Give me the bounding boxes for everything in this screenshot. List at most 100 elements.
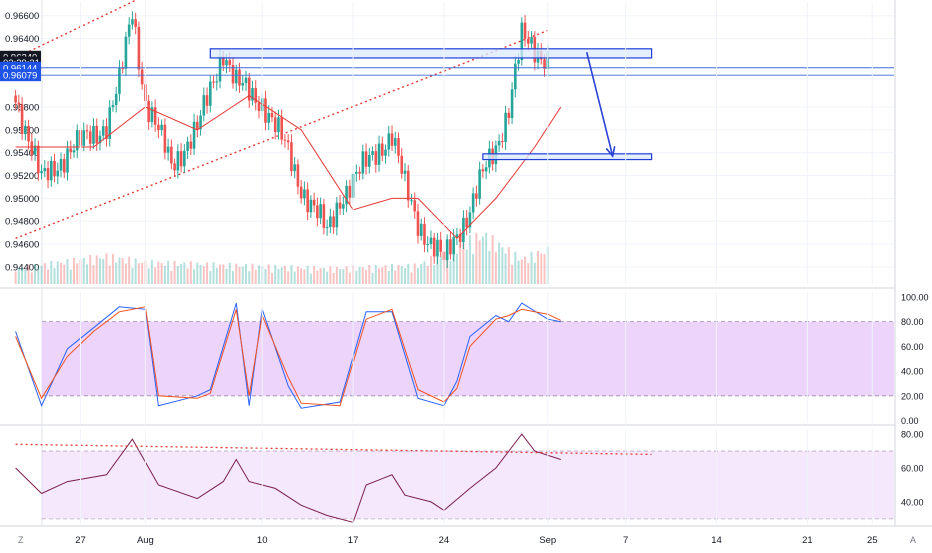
volume-bar — [543, 254, 546, 284]
volume-bar — [491, 235, 494, 284]
volume-bar — [449, 260, 452, 284]
candle-body — [131, 19, 134, 25]
candle-body — [88, 131, 92, 144]
time-axis-label: Sep — [539, 535, 556, 546]
support-zone[interactable] — [482, 153, 653, 161]
volume-bar — [537, 251, 540, 284]
volume-bar — [429, 256, 432, 284]
candle-body — [429, 237, 433, 245]
candle-body — [432, 237, 436, 257]
time-axis[interactable]: 27 Aug 10 17 24 Sep 7 14 21 25 — [75, 2, 878, 546]
projection-arrow[interactable] — [585, 52, 614, 157]
timezone-button[interactable]: Z — [18, 535, 24, 545]
candle-body — [478, 169, 481, 199]
price-label-text: 0.96079 — [3, 71, 37, 82]
candle-body — [471, 193, 475, 213]
candle-body — [497, 141, 501, 146]
candle-body — [481, 169, 485, 172]
stochastic-line-stoch_k[interactable] — [15, 302, 561, 409]
volume-bar — [381, 267, 384, 284]
volume-bar — [66, 258, 69, 284]
candle-body — [319, 204, 322, 219]
volume-bar — [115, 262, 118, 284]
candle-body — [286, 140, 290, 143]
candle-body — [270, 112, 274, 118]
candle-body — [507, 112, 511, 119]
channel-upper-line[interactable] — [15, 0, 159, 59]
volume-bar — [384, 265, 387, 284]
volume-bar — [524, 256, 527, 284]
candle-body — [316, 205, 319, 219]
volume-bar — [274, 264, 277, 284]
volume-bar — [206, 262, 209, 284]
candle-body — [390, 133, 394, 146]
resistance-zone[interactable] — [209, 48, 653, 59]
time-axis-label: 14 — [711, 535, 722, 546]
volume-bar — [313, 266, 316, 284]
volume-bar — [108, 265, 111, 284]
candle-body — [49, 160, 53, 181]
candle-body — [17, 102, 21, 105]
volume-bar — [257, 265, 260, 284]
candle-body — [413, 200, 417, 212]
volume-bar — [137, 263, 140, 284]
candle-body — [127, 24, 131, 37]
stochastic-line-stoch_d[interactable] — [15, 306, 562, 407]
price-axis-label: 0.94800 — [5, 217, 39, 228]
candle-body — [160, 124, 163, 131]
price-axis-label: 0.96600 — [5, 11, 39, 22]
stochastic-axis-label: 80.00 — [901, 317, 924, 327]
price-pane[interactable]: 0.966000.964000.958000.956000.954000.952… — [0, 0, 894, 284]
candle-body — [192, 121, 196, 149]
rsi-pane[interactable]: 80.00 60.00 40.00 — [15, 430, 924, 523]
volume-bar — [397, 264, 400, 284]
candle-body — [37, 145, 40, 174]
candle-body — [183, 151, 186, 167]
volume-bar — [121, 258, 124, 284]
candle-body — [309, 199, 313, 213]
volume-bar — [89, 255, 92, 284]
volume-bar — [514, 251, 517, 284]
volume-bar — [416, 268, 419, 284]
volume-bar — [228, 262, 231, 284]
candle-body — [384, 149, 387, 156]
price-label-box — [0, 69, 41, 82]
candle-body — [264, 98, 267, 123]
volume-bar — [335, 266, 338, 284]
rsi-line[interactable] — [15, 433, 561, 523]
stochastic-pane[interactable]: 100.00 80.00 60.00 40.00 20.00 0.00 — [15, 292, 929, 426]
candle-body — [150, 107, 154, 122]
candle-body — [95, 125, 99, 144]
candle-body — [82, 130, 86, 146]
volume-bar — [193, 269, 196, 284]
volume-bar — [290, 265, 293, 284]
candle-body — [296, 164, 300, 187]
volume-bar — [154, 267, 157, 284]
candle-body — [523, 22, 527, 39]
candle-body — [212, 81, 215, 83]
volume-bar — [150, 259, 153, 284]
volume-bar — [498, 242, 501, 284]
volume-bar — [326, 271, 329, 284]
volume-bar — [465, 249, 468, 284]
volume-bar — [358, 266, 361, 284]
candle-body — [189, 141, 193, 149]
candle-body — [322, 204, 326, 228]
volume-bar — [270, 272, 273, 284]
moving-average-line[interactable] — [15, 95, 562, 240]
candle-body — [303, 189, 306, 199]
volume-bar — [183, 262, 186, 284]
rsi-trendline[interactable] — [15, 443, 652, 456]
auto-scale-button[interactable]: A — [910, 535, 917, 545]
volume-bar — [173, 261, 176, 284]
volume-bar — [219, 264, 222, 284]
volume-bar — [118, 257, 121, 284]
volume-bar — [102, 258, 105, 284]
candle-body — [62, 159, 66, 173]
candle-body — [530, 37, 533, 44]
candle-body — [439, 239, 442, 252]
candle-body — [426, 244, 430, 246]
volume-bar — [300, 268, 303, 284]
price-axis-label: 0.95000 — [5, 194, 39, 205]
